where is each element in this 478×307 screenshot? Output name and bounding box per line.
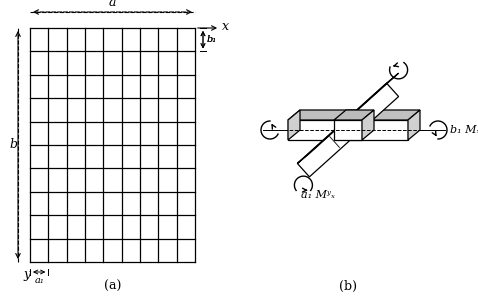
Polygon shape (362, 110, 374, 140)
Polygon shape (288, 120, 346, 140)
Polygon shape (297, 83, 399, 177)
Text: x: x (222, 21, 229, 33)
Text: b: b (9, 138, 17, 151)
Text: b₁: b₁ (207, 35, 217, 44)
Polygon shape (350, 110, 420, 120)
Polygon shape (334, 120, 362, 140)
Polygon shape (288, 110, 300, 140)
Polygon shape (408, 110, 420, 140)
Polygon shape (288, 110, 358, 120)
Text: (a): (a) (104, 280, 121, 293)
Text: a: a (109, 0, 116, 9)
Text: y: y (23, 268, 31, 281)
Text: (b): (b) (339, 280, 357, 293)
Text: a₁: a₁ (34, 276, 44, 285)
Text: b₁ Mₓʸ: b₁ Mₓʸ (450, 125, 478, 135)
Text: b₁: b₁ (207, 35, 217, 44)
Polygon shape (297, 73, 399, 163)
Polygon shape (334, 110, 374, 120)
Text: a₁ Mʸₓ: a₁ Mʸₓ (302, 190, 336, 200)
Polygon shape (350, 120, 408, 140)
